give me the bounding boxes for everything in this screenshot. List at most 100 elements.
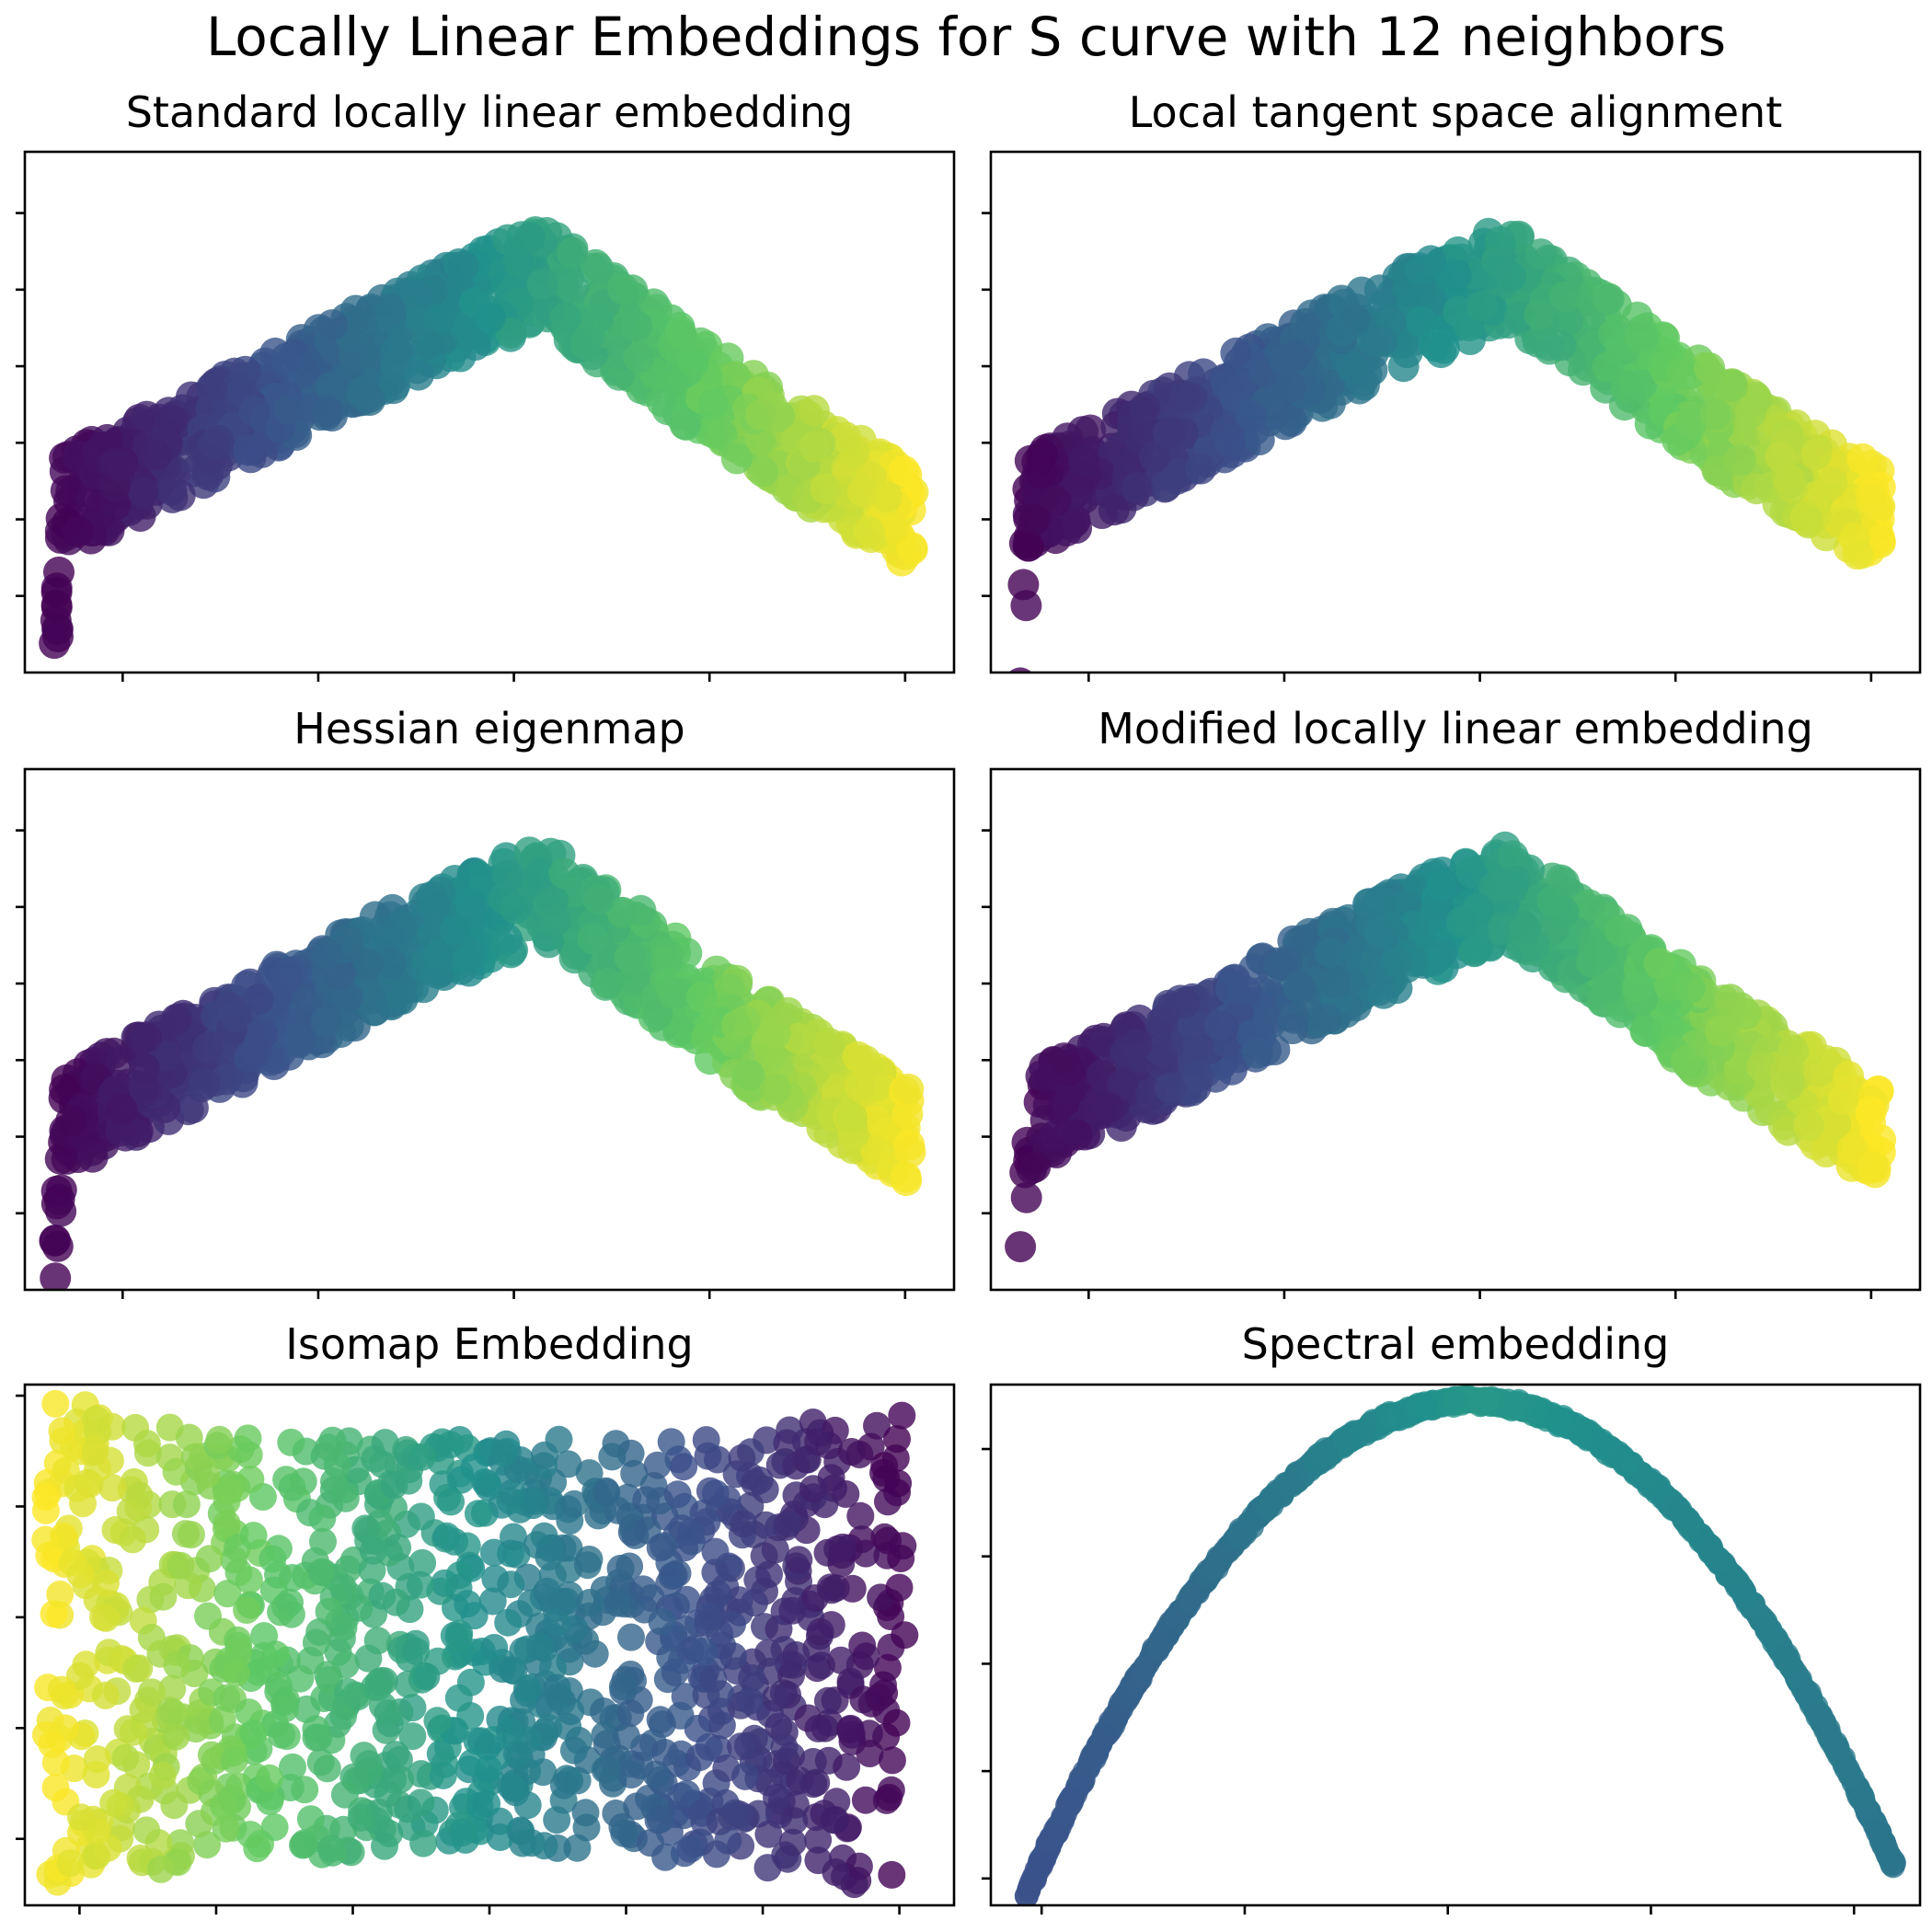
scatter-point [526, 268, 558, 300]
scatter-point [407, 1760, 435, 1788]
scatter-point [637, 1829, 664, 1857]
scatter-point [41, 1389, 70, 1418]
scatter-point [549, 302, 581, 334]
scatter-point [1010, 590, 1042, 622]
scatter-point [1005, 1231, 1037, 1263]
scatter-point [875, 1783, 903, 1811]
scatter-point [313, 1754, 341, 1783]
scatter-point [856, 1740, 884, 1767]
scatter-point [171, 1520, 200, 1548]
scatter-point [245, 1658, 272, 1686]
scatter-point [853, 515, 885, 547]
scatter-point [1573, 889, 1605, 921]
scatter-point [563, 1834, 592, 1862]
scatter-point [799, 1748, 827, 1776]
scatter-point [210, 1791, 238, 1820]
scatter-point [1724, 444, 1756, 476]
scatter-point [1745, 1051, 1777, 1083]
scatter-point [617, 1761, 646, 1788]
scatter-point [497, 1570, 525, 1599]
scatter-point [557, 271, 589, 304]
scatter-point [147, 1855, 175, 1883]
scatter-point [39, 1290, 70, 1321]
scatter-point [664, 316, 696, 348]
scatter-point [119, 1525, 147, 1554]
scatter-point [1716, 370, 1748, 402]
scatter-point [730, 1510, 758, 1538]
scatter-point [1185, 453, 1217, 485]
scatter-point [829, 421, 861, 454]
scatter-point [617, 1623, 645, 1651]
scatter-point [177, 1092, 209, 1123]
scatter-point [277, 1428, 305, 1456]
scatter-point [213, 1510, 241, 1538]
scatter-point [1827, 1083, 1859, 1115]
scatter-point [363, 1627, 392, 1655]
scatter-point [1098, 494, 1130, 526]
scatter-point [162, 1722, 190, 1751]
scatter-point [844, 1069, 876, 1101]
scatter-point [213, 1580, 242, 1608]
scatter-point [131, 1021, 162, 1053]
scatter-point [260, 1813, 289, 1842]
scatter-point [606, 1554, 635, 1582]
scatter-point [1604, 914, 1637, 947]
scatter-point [650, 1739, 679, 1766]
scatter-point [804, 1428, 832, 1456]
scatter-point [543, 1608, 571, 1637]
scatter-point [1793, 1110, 1824, 1142]
scatter-point [1010, 1181, 1042, 1213]
scatter-points [1007, 217, 1896, 673]
scatter-point [892, 1073, 925, 1105]
scatter-point [40, 592, 73, 624]
scatter-series [39, 836, 926, 1321]
scatter-point [835, 1716, 864, 1743]
scatter-point [822, 1858, 850, 1886]
scatter-point [1670, 1045, 1702, 1077]
scatter-point [686, 982, 718, 1013]
scatter-point [302, 1723, 330, 1752]
scatter-point [380, 335, 412, 366]
scatter-point [121, 1116, 154, 1147]
scatter-point [1864, 524, 1896, 557]
scatter-point [733, 1059, 765, 1091]
scatter-point [1547, 896, 1580, 928]
scatter-point [753, 1041, 786, 1074]
scatter-point [338, 339, 370, 371]
scatter-point [1624, 320, 1656, 352]
scatter-point [1215, 1053, 1248, 1086]
scatter-point [148, 1761, 177, 1789]
scatter-point [755, 1560, 783, 1589]
scatter-point [1061, 512, 1093, 544]
scatter-point [663, 1480, 692, 1509]
scatter-point [1483, 871, 1515, 903]
scatter-point [214, 1477, 243, 1505]
scatter-point [458, 1748, 487, 1777]
scatter-point [122, 1654, 150, 1683]
scatter-point [1730, 998, 1762, 1030]
scatter-point [1364, 916, 1397, 949]
scatter-point [316, 309, 349, 341]
scatter-point [239, 1522, 268, 1550]
scatter-point [701, 1479, 730, 1508]
scatter-point [31, 1525, 60, 1554]
scatter-point [498, 1656, 526, 1685]
scatter-point [268, 1720, 296, 1749]
scatter-point [158, 1674, 187, 1703]
scatter-point [1025, 1060, 1057, 1092]
scatter-point [1592, 972, 1624, 1005]
scatter-point [547, 1587, 576, 1616]
scatter-point [677, 1518, 706, 1547]
scatter-point [592, 1478, 621, 1507]
scatter-point [235, 1566, 263, 1594]
scatter-point [512, 1674, 541, 1703]
scatter-point [890, 1161, 922, 1193]
scatter-point [1315, 937, 1346, 969]
scatter-point [706, 419, 738, 451]
scatter-point [896, 533, 928, 565]
scatter-point [233, 1596, 261, 1624]
scatter-point [412, 1662, 441, 1691]
scatter-point [374, 948, 407, 980]
scatter-point [371, 1832, 398, 1860]
scatter-point [1704, 1015, 1736, 1047]
